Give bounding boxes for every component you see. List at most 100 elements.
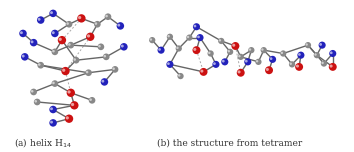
Point xyxy=(305,44,311,46)
Point xyxy=(66,117,72,120)
Point xyxy=(105,16,111,18)
Point xyxy=(38,64,44,66)
Point xyxy=(194,49,199,51)
Point xyxy=(298,54,304,56)
Point xyxy=(236,71,242,73)
Point xyxy=(65,22,70,25)
Point xyxy=(84,71,90,73)
Point xyxy=(34,101,40,103)
Point xyxy=(48,121,55,123)
Point xyxy=(176,47,182,50)
Point xyxy=(116,24,122,26)
Point xyxy=(36,63,42,66)
Point xyxy=(227,51,233,53)
Point xyxy=(192,48,198,51)
Point xyxy=(33,100,39,103)
Point xyxy=(247,48,253,51)
Point xyxy=(330,52,336,55)
Point xyxy=(158,49,164,51)
Point xyxy=(119,45,125,47)
Point xyxy=(328,65,334,67)
Point xyxy=(50,31,56,34)
Point xyxy=(244,60,249,62)
Point xyxy=(19,31,24,34)
Point xyxy=(261,49,267,51)
Point xyxy=(72,104,77,107)
Point xyxy=(166,62,171,65)
Point xyxy=(212,62,217,65)
Point xyxy=(167,63,173,66)
Point xyxy=(29,41,35,43)
Point xyxy=(57,38,63,41)
Point xyxy=(118,25,123,27)
Point xyxy=(264,68,270,71)
Point xyxy=(86,35,91,37)
Point xyxy=(221,60,226,62)
Point xyxy=(38,19,44,21)
Point xyxy=(330,66,336,68)
Point xyxy=(266,69,272,71)
Point xyxy=(93,22,99,25)
Point xyxy=(222,61,228,63)
Point xyxy=(22,56,28,58)
Point xyxy=(268,57,274,60)
Point xyxy=(166,35,171,37)
Point xyxy=(199,70,205,72)
Point xyxy=(167,36,173,38)
Point xyxy=(51,50,56,52)
Point xyxy=(36,18,42,21)
Point xyxy=(97,45,102,47)
Point xyxy=(319,44,325,46)
Point xyxy=(175,47,180,49)
Point xyxy=(226,50,232,52)
Point xyxy=(79,17,84,20)
Point xyxy=(270,58,275,61)
Point xyxy=(102,55,108,57)
Point xyxy=(217,39,223,41)
Point xyxy=(50,122,56,124)
Point xyxy=(296,66,302,68)
Point xyxy=(103,56,109,58)
Point xyxy=(89,99,95,102)
Point xyxy=(213,63,219,66)
Point xyxy=(185,36,191,38)
Point xyxy=(48,108,55,110)
Point xyxy=(73,59,79,61)
Point xyxy=(63,70,68,72)
Point xyxy=(249,49,254,51)
Point xyxy=(64,117,70,119)
Point xyxy=(68,92,74,94)
Point xyxy=(67,43,72,46)
Point xyxy=(87,36,93,38)
Point xyxy=(111,67,116,70)
Point xyxy=(304,43,309,46)
Point xyxy=(192,25,198,27)
Point xyxy=(279,52,285,54)
Point xyxy=(206,52,212,54)
Point xyxy=(297,53,302,56)
Point xyxy=(72,58,78,61)
Point xyxy=(48,11,55,14)
Point xyxy=(194,26,199,28)
Point xyxy=(148,38,154,41)
Point xyxy=(86,72,91,74)
Point xyxy=(29,90,35,93)
Point xyxy=(238,72,244,74)
Point xyxy=(68,44,74,46)
Point xyxy=(313,53,318,56)
Text: (a) helix H$_{14}$: (a) helix H$_{14}$ xyxy=(14,136,71,149)
Point xyxy=(66,23,72,26)
Point xyxy=(231,44,236,46)
Point xyxy=(218,40,224,42)
Point xyxy=(149,39,155,41)
Point xyxy=(238,56,244,58)
Point xyxy=(320,62,325,64)
Point xyxy=(187,36,192,39)
Point xyxy=(178,75,183,77)
Point xyxy=(50,12,56,15)
Text: (b) the structure from tetramer: (b) the structure from tetramer xyxy=(158,138,303,147)
Point xyxy=(95,23,100,26)
Point xyxy=(88,98,93,101)
Point xyxy=(102,81,107,83)
Point xyxy=(176,74,182,77)
